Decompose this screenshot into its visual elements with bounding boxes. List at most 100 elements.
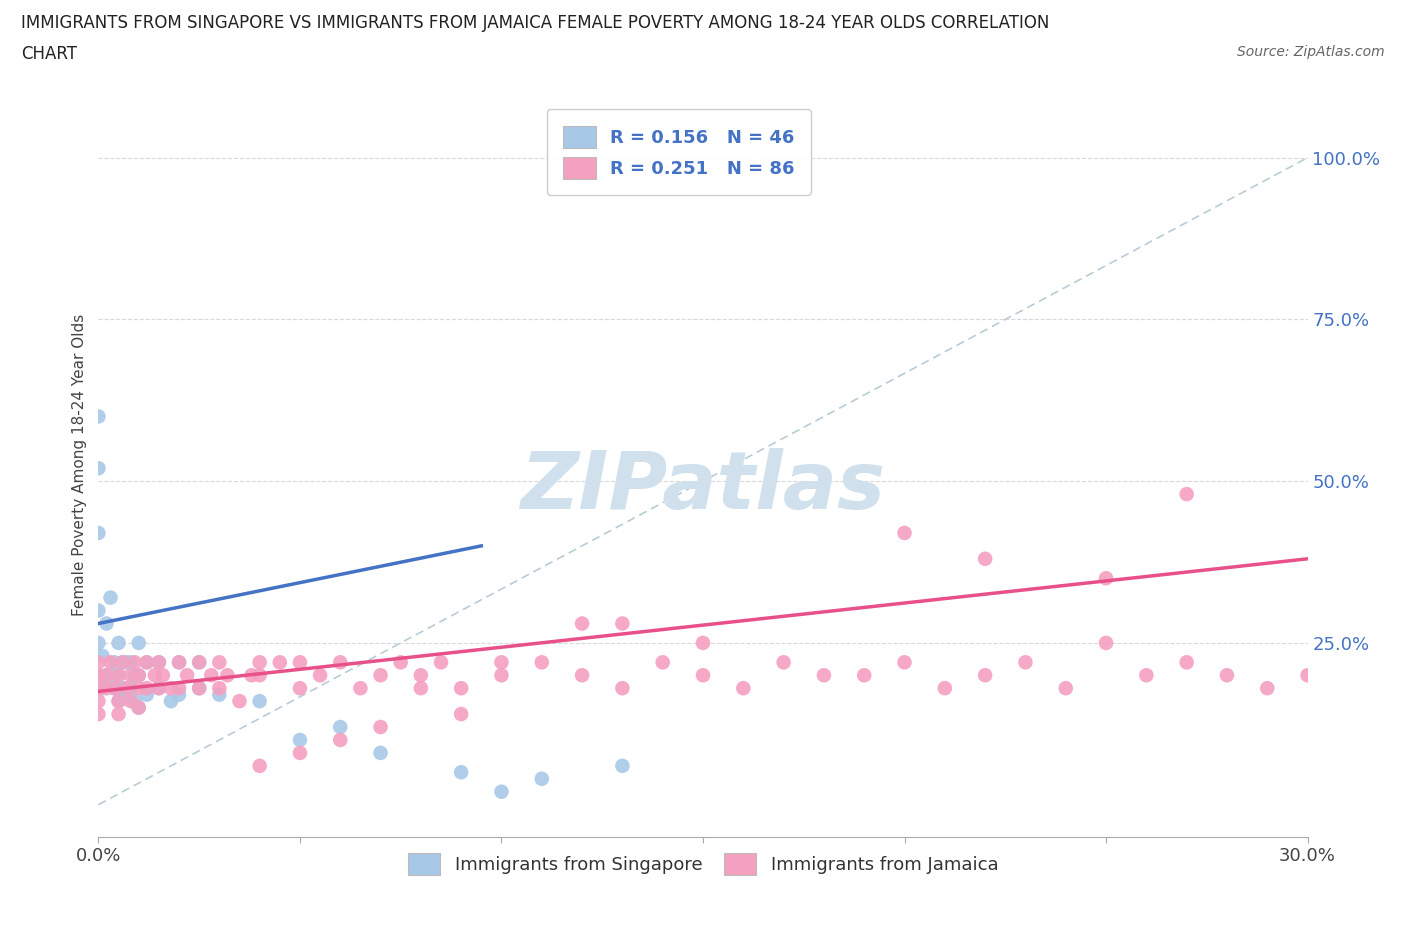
Point xyxy=(329,733,352,748)
Point xyxy=(143,668,166,683)
Point xyxy=(450,764,472,779)
Point xyxy=(87,604,110,618)
Point xyxy=(103,681,125,696)
Point xyxy=(96,668,118,683)
Point xyxy=(87,707,110,722)
Point xyxy=(1175,486,1198,501)
Point xyxy=(188,681,211,696)
Point xyxy=(288,681,311,696)
Point xyxy=(148,655,170,670)
Point xyxy=(124,655,146,670)
Point xyxy=(329,655,352,670)
Point xyxy=(107,635,129,650)
Point xyxy=(87,409,110,424)
Point xyxy=(1014,655,1036,670)
Point xyxy=(87,694,110,709)
Point xyxy=(1256,681,1278,696)
Point xyxy=(288,746,311,761)
Point xyxy=(148,681,170,696)
Point xyxy=(87,525,110,540)
Text: Source: ZipAtlas.com: Source: ZipAtlas.com xyxy=(1237,45,1385,59)
Point xyxy=(128,681,150,696)
Point xyxy=(491,655,513,670)
Point xyxy=(87,655,110,670)
Text: ZIPatlas: ZIPatlas xyxy=(520,448,886,526)
Point xyxy=(87,668,110,683)
Point xyxy=(107,694,129,709)
Point xyxy=(1095,571,1118,586)
Point xyxy=(148,655,170,670)
Point xyxy=(128,700,150,715)
Point xyxy=(128,700,150,715)
Point xyxy=(87,460,110,475)
Point xyxy=(612,616,634,631)
Point xyxy=(530,655,553,670)
Point xyxy=(217,668,239,683)
Point xyxy=(370,746,392,761)
Point xyxy=(107,668,129,683)
Point xyxy=(249,758,271,773)
Point xyxy=(288,733,311,748)
Point xyxy=(309,668,332,683)
Point xyxy=(107,707,129,722)
Point xyxy=(409,681,432,696)
Point xyxy=(128,668,150,683)
Text: IMMIGRANTS FROM SINGAPORE VS IMMIGRANTS FROM JAMAICA FEMALE POVERTY AMONG 18-24 : IMMIGRANTS FROM SINGAPORE VS IMMIGRANTS … xyxy=(21,14,1049,32)
Point xyxy=(167,655,190,670)
Point xyxy=(111,681,134,696)
Point xyxy=(1216,668,1239,683)
Point xyxy=(450,681,472,696)
Point xyxy=(135,655,157,670)
Point xyxy=(100,655,122,670)
Point xyxy=(430,655,453,670)
Point xyxy=(370,668,392,683)
Point xyxy=(167,681,190,696)
Point xyxy=(135,687,157,702)
Point xyxy=(87,635,110,650)
Point xyxy=(96,668,118,683)
Point xyxy=(349,681,371,696)
Point xyxy=(450,707,472,722)
Point xyxy=(124,668,146,683)
Point xyxy=(115,681,138,696)
Point xyxy=(128,635,150,650)
Point xyxy=(128,668,150,683)
Point xyxy=(188,655,211,670)
Point xyxy=(491,784,513,799)
Point xyxy=(1054,681,1077,696)
Point xyxy=(107,668,129,683)
Point xyxy=(96,681,118,696)
Point xyxy=(389,655,412,670)
Point xyxy=(167,687,190,702)
Point xyxy=(491,668,513,683)
Point xyxy=(288,655,311,670)
Point xyxy=(160,694,183,709)
Point xyxy=(692,668,714,683)
Point xyxy=(103,655,125,670)
Point xyxy=(329,720,352,735)
Text: CHART: CHART xyxy=(21,45,77,62)
Point xyxy=(96,616,118,631)
Point xyxy=(249,655,271,670)
Point xyxy=(115,687,138,702)
Point xyxy=(612,758,634,773)
Point xyxy=(176,668,198,683)
Point xyxy=(208,681,231,696)
Point xyxy=(240,668,263,683)
Point xyxy=(148,681,170,696)
Point xyxy=(1095,635,1118,650)
Point xyxy=(228,694,250,709)
Point xyxy=(100,591,122,605)
Point xyxy=(571,616,593,631)
Point xyxy=(87,681,110,696)
Point xyxy=(135,655,157,670)
Point xyxy=(87,668,110,683)
Point xyxy=(249,668,271,683)
Y-axis label: Female Poverty Among 18-24 Year Olds: Female Poverty Among 18-24 Year Olds xyxy=(72,314,87,617)
Point xyxy=(853,668,876,683)
Point xyxy=(107,694,129,709)
Point xyxy=(893,655,915,670)
Point xyxy=(188,681,211,696)
Point xyxy=(208,655,231,670)
Point xyxy=(269,655,291,670)
